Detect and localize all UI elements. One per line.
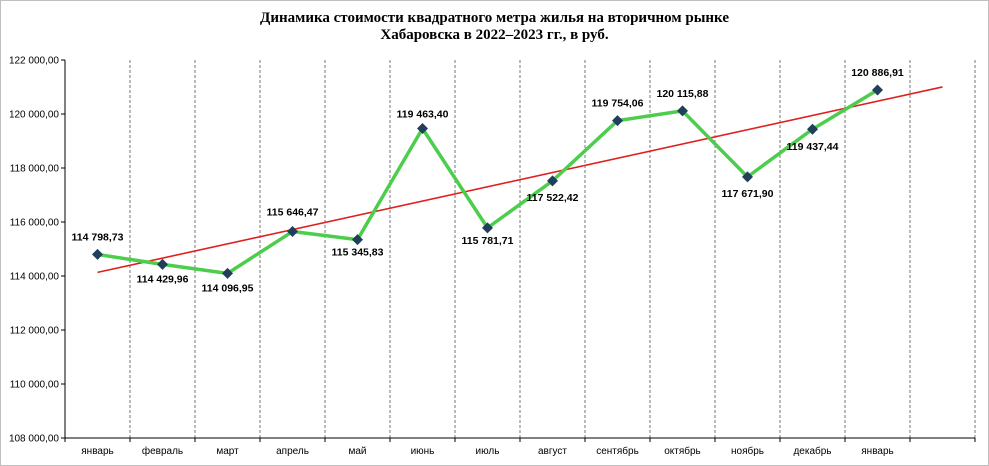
x-tick-label: июнь	[411, 446, 435, 457]
data-label: 114 429,96	[137, 273, 189, 285]
data-labels: 114 798,73 114 429,96 114 096,95 115 646,47…	[72, 67, 904, 294]
x-tick-label: май	[348, 446, 366, 457]
series-group	[92, 84, 883, 279]
data-label: 115 781,71	[462, 235, 514, 247]
data-point-marker	[612, 115, 623, 127]
data-point-marker	[417, 122, 428, 134]
x-axis-ticks: январь февраль март апрель май июнь июль август…	[64, 438, 976, 457]
chart-title-line2: Хабаровска в 2022–2023 гг., в руб.	[380, 27, 609, 43]
data-point-marker	[157, 258, 168, 270]
data-point-marker	[482, 222, 493, 234]
data-point-marker	[872, 84, 883, 96]
y-tick-label: 114 000,00	[10, 272, 60, 283]
x-tick-label: февраль	[142, 445, 183, 457]
x-tick-label: октябрь	[664, 445, 701, 457]
y-tick-label: 120 000,00	[9, 110, 59, 121]
data-point-marker	[222, 267, 233, 279]
data-point-marker	[92, 248, 103, 260]
x-tick-label: декабрь	[793, 445, 831, 457]
data-label: 115 345,83	[332, 247, 384, 259]
x-tick-label: март	[216, 446, 239, 457]
data-label: 119 437,44	[787, 141, 839, 153]
data-point-marker	[677, 105, 688, 117]
y-axis-ticks: 108 000,00 110 000,00 112 000,00 114 000,00…	[9, 56, 65, 445]
x-tick-label: ноябрь	[731, 445, 764, 457]
chart-title-line1: Динамика стоимости квадратного метра жил…	[260, 10, 729, 26]
gridlines	[129, 60, 976, 438]
data-label: 119 754,06	[592, 98, 644, 110]
x-tick-label: август	[538, 446, 567, 457]
data-label: 117 522,42	[527, 192, 579, 204]
data-point-marker	[742, 171, 753, 183]
data-label: 119 463,40	[397, 108, 449, 120]
data-label: 120 115,88	[657, 88, 709, 100]
data-label: 115 646,47	[267, 207, 319, 219]
x-tick-label: июль	[476, 446, 500, 457]
y-tick-label: 122 000,00	[9, 56, 59, 67]
trendline-group	[97, 86, 943, 274]
x-tick-label: сентябрь	[596, 445, 639, 457]
y-tick-label: 108 000,00	[9, 434, 59, 445]
x-tick-label: январь	[81, 446, 113, 457]
trendline	[97, 86, 943, 274]
y-tick-label: 110 000,00	[10, 380, 60, 391]
data-label: 117 671,90	[722, 188, 774, 200]
data-label: 114 096,95	[202, 282, 254, 294]
data-point-marker	[352, 234, 363, 246]
data-point-marker	[807, 123, 818, 135]
x-tick-label: январь	[861, 446, 893, 457]
y-tick-label: 116 000,00	[10, 218, 60, 229]
data-label: 114 798,73	[72, 231, 124, 243]
data-point-marker	[547, 175, 558, 187]
x-tick-label: апрель	[276, 446, 309, 457]
chart-title: Динамика стоимости квадратного метра жил…	[0, 10, 989, 44]
y-tick-label: 112 000,00	[10, 326, 60, 337]
y-tick-label: 118 000,00	[10, 164, 60, 175]
data-label: 120 886,91	[851, 67, 904, 79]
data-point-marker	[287, 226, 298, 238]
